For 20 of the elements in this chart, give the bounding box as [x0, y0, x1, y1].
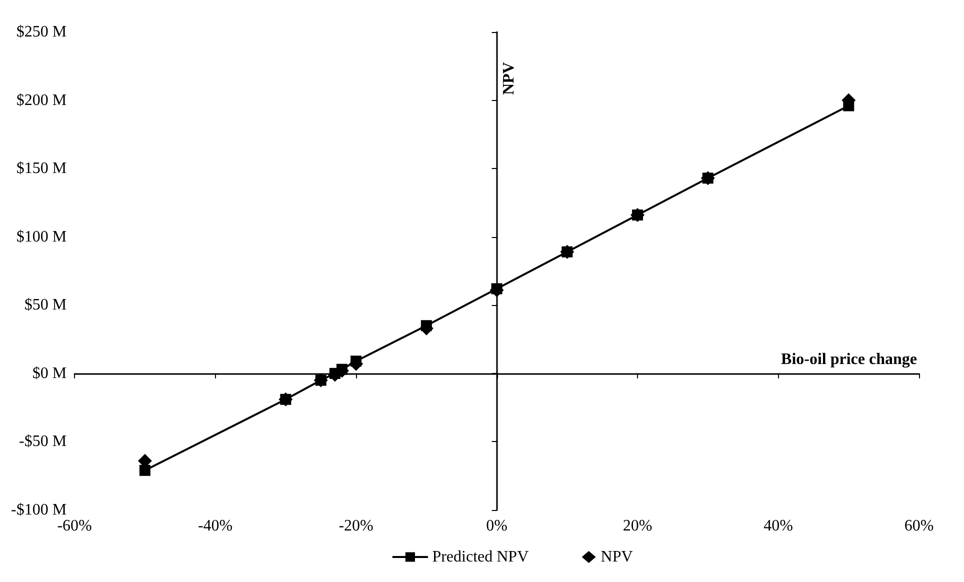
legend-label: NPV — [600, 548, 634, 566]
legend-label: Predicted NPV — [432, 548, 530, 566]
y-tick-label: -$50 M — [18, 433, 67, 450]
y-tick-label: $0 M — [32, 364, 67, 382]
x-tick-label: 20% — [622, 518, 652, 534]
x-tick-label: 0% — [486, 518, 508, 534]
x-tick-label: -60% — [57, 518, 92, 534]
x-tick-label: 60% — [904, 518, 934, 534]
x-axis-title: Bio-oil price change — [781, 350, 917, 368]
y-axis-title: NPV — [500, 62, 518, 95]
x-tick-label: 40% — [764, 518, 793, 534]
y-tick-label: $50 M — [24, 296, 67, 314]
y-tick-label: $200 M — [16, 92, 67, 109]
y-tick-label: -$100 M — [10, 502, 67, 518]
x-tick-label: -40% — [198, 518, 233, 534]
x-tick-label: -20% — [338, 518, 374, 534]
y-tick-label: $250 M — [16, 24, 67, 40]
y-tick-label: $150 M — [16, 160, 67, 178]
point — [139, 464, 150, 476]
y-tick-label: $100 M — [16, 228, 67, 246]
